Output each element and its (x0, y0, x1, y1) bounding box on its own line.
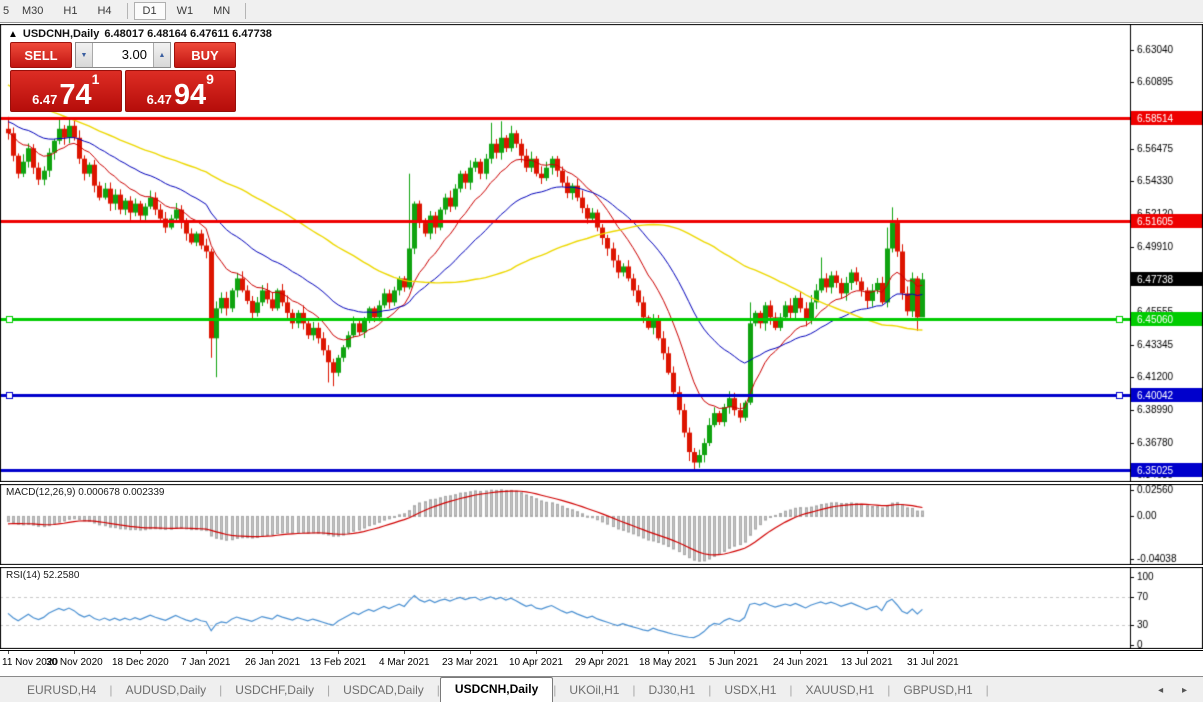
rsi-label: RSI(14) 52.2580 (6, 570, 80, 581)
sell-price-display[interactable]: 6.47 74 1 (10, 70, 122, 112)
tab-separator: | (985, 683, 989, 697)
time-axis-tick (867, 651, 868, 654)
chart-ohlc-values: 6.48017 6.48164 6.47611 6.47738 (104, 28, 272, 40)
time-axis-tick (734, 651, 735, 654)
time-axis-label: 23 Mar 2021 (442, 657, 499, 668)
time-axis-label: 30 Nov 2020 (46, 657, 103, 668)
volume-increase-button[interactable]: ▲ (153, 43, 170, 67)
toolbar-separator (245, 3, 247, 19)
timeframe-button-5[interactable]: 5 (1, 2, 11, 20)
timeframe-button-MN[interactable]: MN (204, 2, 239, 20)
time-axis-tick (338, 651, 339, 654)
time-axis-label: 5 Jun 2021 (709, 657, 759, 668)
tab-separator: | (326, 683, 331, 697)
time-axis-label: 31 Jul 2021 (907, 657, 959, 668)
chart-tab-bar: EURUSD,H4 | AUDUSD,Daily | USDCHF,Daily | USDC… (0, 676, 1203, 702)
tab-separator: | (436, 683, 440, 697)
chart-tab-GBPUSD[interactable]: GBPUSD,H1 (903, 683, 973, 697)
time-axis-label: 7 Jan 2021 (181, 657, 231, 668)
tab-separator: | (887, 683, 891, 697)
time-axis-label: 4 Mar 2021 (379, 657, 430, 668)
time-axis-tick (668, 651, 669, 654)
volume-input[interactable]: 3.00 (121, 47, 147, 62)
time-axis-label: 18 May 2021 (639, 657, 697, 668)
chart-tab-USDCNH[interactable]: USDCNH,Daily (439, 677, 554, 702)
timeframe-toolbar: 5 M30 H1 H4 D1 W1 MN (0, 0, 1203, 23)
buy-price-pip: 9 (206, 71, 214, 87)
sell-price-prefix: 6.47 (32, 92, 58, 107)
macd-pane: MACD(12,26,9) 0.000678 0.002339 (0, 484, 1203, 565)
chart-marker-icon: ▲ (8, 28, 18, 40)
buy-price-main: 94 (173, 79, 207, 112)
time-axis-label: 18 Dec 2020 (112, 657, 169, 668)
one-click-trading-panel: SELL ▼ 3.00 ▲ BUY 6.47 74 1 6.47 94 9 (10, 42, 236, 112)
buy-price-display[interactable]: 6.47 94 9 (124, 70, 236, 112)
timeframe-button-H4[interactable]: H4 (88, 2, 120, 20)
time-axis-tick (602, 651, 603, 654)
tab-separator: | (708, 683, 712, 697)
chart-tab-XAUUSD[interactable]: XAUUSD,H1 (805, 683, 875, 697)
sell-button[interactable]: SELL (10, 42, 72, 68)
time-axis-tick (8, 651, 9, 654)
time-axis-tick (536, 651, 537, 654)
chart-title: ▲ USDCNH,Daily 6.48017 6.48164 6.47611 6… (8, 28, 272, 40)
chart-tab-USDCHF[interactable]: USDCHF,Daily (235, 683, 314, 697)
chart-tab-UKOil[interactable]: UKOil,H1 (569, 683, 620, 697)
time-axis-label: 13 Feb 2021 (310, 657, 367, 668)
time-axis-label: 13 Jul 2021 (841, 657, 893, 668)
tab-separator: | (632, 683, 636, 697)
time-axis-tick (404, 651, 405, 654)
rsi-indicator-canvas[interactable] (0, 567, 1203, 649)
chart-tab-EURUSD[interactable]: EURUSD,H4 (27, 683, 97, 697)
sell-price-main: 74 (59, 79, 92, 112)
chart-tab-USDX[interactable]: USDX,H1 (724, 683, 777, 697)
time-axis-tick (470, 651, 471, 654)
tab-separator: | (553, 683, 557, 697)
toolbar-separator (126, 3, 128, 19)
time-axis-label: 26 Jan 2021 (245, 657, 301, 668)
timeframe-button-H1[interactable]: H1 (54, 2, 86, 20)
buy-button[interactable]: BUY (174, 42, 236, 68)
chart-tab-AUDUSD[interactable]: AUDUSD,Daily (125, 683, 207, 697)
chart-tab-USDCAD[interactable]: USDCAD,Daily (343, 683, 424, 697)
time-axis-label: 10 Apr 2021 (509, 657, 563, 668)
buy-price-prefix: 6.47 (146, 92, 172, 107)
sell-price-pip: 1 (91, 71, 100, 87)
timeframe-button-W1[interactable]: W1 (168, 2, 203, 20)
time-axis-tick (74, 651, 75, 654)
tab-scroll-arrows[interactable]: ◂ ▸ (1158, 685, 1195, 696)
time-axis-label: 29 Apr 2021 (575, 657, 629, 668)
macd-indicator-canvas[interactable] (0, 484, 1203, 565)
time-axis-tick (933, 651, 934, 654)
tab-separator: | (219, 683, 223, 697)
time-axis-tick (800, 651, 801, 654)
timeframe-button-M30[interactable]: M30 (13, 2, 52, 20)
time-axis-tick (206, 651, 207, 654)
macd-label: MACD(12,26,9) 0.000678 0.002339 (6, 487, 165, 498)
tab-separator: | (789, 683, 793, 697)
timeframe-button-D1[interactable]: D1 (133, 2, 166, 20)
volume-spinner: ▼ 3.00 ▲ (75, 42, 171, 68)
time-axis-tick (140, 651, 141, 654)
chart-tab-DJ30[interactable]: DJ30,H1 (648, 683, 696, 697)
time-axis[interactable]: 11 Nov 2020 30 Nov 2020 18 Dec 2020 7 Jan 2… (0, 650, 1203, 677)
price-pane: ▲ USDCNH,Daily 6.48017 6.48164 6.47611 6… (0, 24, 1203, 482)
time-axis-tick (272, 651, 273, 654)
rsi-pane: RSI(14) 52.2580 (0, 567, 1203, 649)
time-axis-label: 11 Nov 2020 (2, 657, 58, 668)
volume-decrease-button[interactable]: ▼ (76, 43, 93, 67)
triangle-up-icon: ▲ (158, 51, 166, 59)
triangle-down-icon: ▼ (80, 51, 88, 59)
chart-symbol-label: USDCNH,Daily (22, 28, 100, 40)
tab-separator: | (109, 683, 113, 697)
time-axis-label: 24 Jun 2021 (773, 657, 829, 668)
